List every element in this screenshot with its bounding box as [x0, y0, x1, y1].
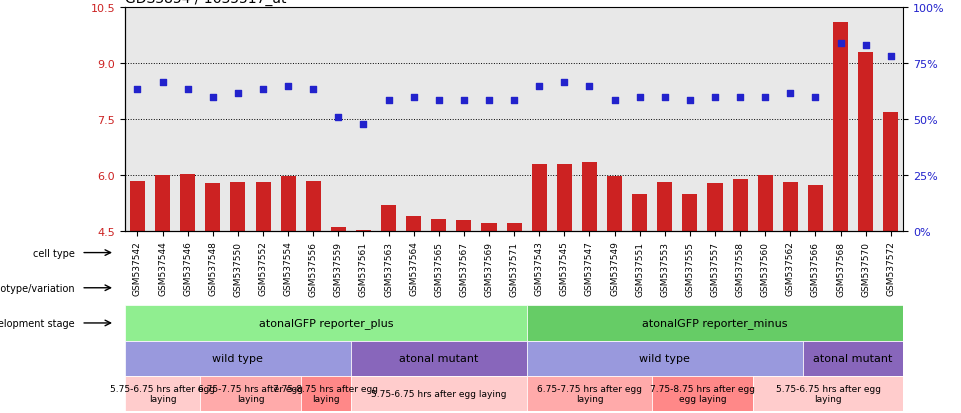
FancyBboxPatch shape: [125, 376, 200, 411]
Bar: [783, 182, 798, 231]
Point: [607, 98, 623, 104]
FancyBboxPatch shape: [125, 306, 527, 341]
Bar: [180, 175, 195, 231]
Point: [757, 94, 773, 101]
Text: GDS3854 / 1635517_at: GDS3854 / 1635517_at: [125, 0, 286, 6]
Text: 5.75-6.75 hrs after egg laying: 5.75-6.75 hrs after egg laying: [371, 389, 506, 398]
FancyBboxPatch shape: [125, 341, 351, 376]
Point: [707, 94, 723, 101]
Point: [682, 98, 698, 104]
Point: [732, 94, 748, 101]
Point: [456, 98, 472, 104]
Bar: [556, 164, 572, 231]
Point: [406, 94, 421, 101]
FancyBboxPatch shape: [351, 376, 527, 411]
Point: [306, 87, 321, 93]
Bar: [331, 228, 346, 231]
Bar: [757, 176, 773, 231]
Text: atonal mutant: atonal mutant: [399, 353, 479, 363]
Bar: [456, 221, 472, 231]
Bar: [130, 181, 145, 231]
Point: [883, 53, 899, 60]
Text: cell type: cell type: [33, 248, 75, 258]
Bar: [506, 223, 522, 231]
Bar: [407, 216, 421, 231]
Bar: [356, 230, 371, 231]
Point: [481, 98, 497, 104]
Point: [155, 79, 170, 86]
Bar: [382, 205, 396, 231]
Point: [808, 94, 824, 101]
Bar: [657, 182, 673, 231]
Point: [205, 94, 220, 101]
Point: [556, 79, 572, 86]
FancyBboxPatch shape: [200, 376, 301, 411]
Bar: [682, 194, 698, 231]
Point: [431, 98, 447, 104]
Point: [130, 87, 145, 93]
Text: 6.75-7.75 hrs after egg
laying: 6.75-7.75 hrs after egg laying: [198, 384, 303, 403]
Text: atonalGFP reporter_minus: atonalGFP reporter_minus: [642, 318, 788, 329]
Text: 7.75-8.75 hrs after egg
egg laying: 7.75-8.75 hrs after egg egg laying: [650, 384, 755, 403]
Bar: [155, 176, 170, 231]
Bar: [808, 186, 823, 231]
Point: [256, 87, 271, 93]
Text: development stage: development stage: [0, 318, 75, 328]
Text: 7.75-8.75 hrs after egg
laying: 7.75-8.75 hrs after egg laying: [273, 384, 379, 403]
Point: [381, 98, 396, 104]
Point: [506, 98, 522, 104]
FancyBboxPatch shape: [527, 341, 802, 376]
Point: [657, 94, 673, 101]
Text: wild type: wild type: [639, 353, 690, 363]
Bar: [833, 23, 849, 231]
FancyBboxPatch shape: [301, 376, 351, 411]
Text: atonal mutant: atonal mutant: [813, 353, 893, 363]
Point: [180, 87, 195, 93]
Bar: [707, 184, 723, 231]
Bar: [858, 53, 874, 231]
FancyBboxPatch shape: [351, 341, 527, 376]
Text: genotype/variation: genotype/variation: [0, 283, 75, 293]
Bar: [732, 179, 748, 231]
Text: 5.75-6.75 hrs after egg
laying: 5.75-6.75 hrs after egg laying: [776, 384, 880, 403]
FancyBboxPatch shape: [802, 341, 903, 376]
Text: 5.75-6.75 hrs after egg
laying: 5.75-6.75 hrs after egg laying: [111, 384, 215, 403]
Bar: [481, 223, 497, 231]
Bar: [231, 182, 245, 231]
Point: [833, 40, 849, 47]
Point: [858, 42, 874, 49]
Point: [331, 115, 346, 121]
Point: [632, 94, 648, 101]
Point: [281, 83, 296, 90]
Bar: [531, 164, 547, 231]
Text: wild type: wild type: [212, 353, 263, 363]
FancyBboxPatch shape: [653, 376, 752, 411]
Text: atonalGFP reporter_plus: atonalGFP reporter_plus: [259, 318, 393, 329]
Bar: [607, 177, 622, 231]
FancyBboxPatch shape: [752, 376, 903, 411]
Bar: [256, 182, 271, 231]
Bar: [883, 112, 899, 231]
Bar: [206, 184, 220, 231]
Bar: [306, 181, 321, 231]
Text: 6.75-7.75 hrs after egg
laying: 6.75-7.75 hrs after egg laying: [537, 384, 642, 403]
Bar: [431, 219, 446, 231]
Bar: [632, 194, 647, 231]
FancyBboxPatch shape: [527, 376, 653, 411]
Point: [782, 90, 798, 97]
FancyBboxPatch shape: [527, 306, 903, 341]
Point: [356, 121, 371, 128]
Point: [581, 83, 597, 90]
Bar: [582, 163, 597, 231]
Point: [231, 90, 246, 97]
Point: [531, 83, 547, 90]
Bar: [281, 177, 296, 231]
